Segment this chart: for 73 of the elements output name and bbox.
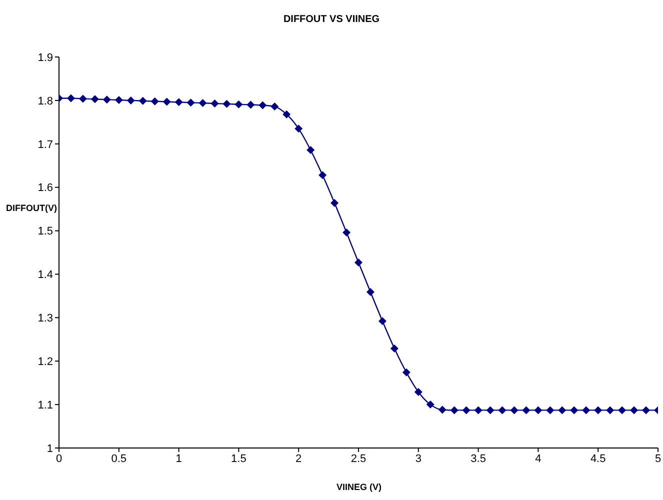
x-tick-label: 4.5 <box>590 452 606 465</box>
y-tick-label: 1 <box>46 442 53 455</box>
point <box>174 98 183 106</box>
point <box>618 406 626 414</box>
x-tick-label: 4 <box>535 452 542 465</box>
point <box>186 98 195 107</box>
point <box>222 100 231 108</box>
point <box>138 96 147 105</box>
point <box>498 406 506 414</box>
x-tick-label: 3 <box>415 452 422 465</box>
point <box>114 96 123 104</box>
x-tick-label: 5 <box>654 452 662 465</box>
y-tick-label: 1.8 <box>38 95 53 108</box>
point <box>426 400 434 409</box>
x-tick-label: 3.5 <box>470 452 486 465</box>
point <box>642 406 650 414</box>
point <box>582 406 590 414</box>
y-tick-label: 1.4 <box>38 269 53 282</box>
point <box>342 228 351 237</box>
point <box>258 101 267 110</box>
chart-title: DIFFOUT VS VIINEG <box>282 14 381 25</box>
y-tick-label: 1.5 <box>38 226 53 238</box>
point <box>594 406 602 414</box>
point <box>414 388 422 396</box>
point <box>282 110 291 118</box>
point <box>570 406 578 414</box>
x-tick-label: 1 <box>176 452 182 465</box>
point <box>90 95 99 104</box>
x-tick-label: 2.5 <box>350 452 366 465</box>
point <box>150 97 159 106</box>
point <box>246 100 255 109</box>
point <box>330 198 339 207</box>
y-tick-label: 1.3 <box>38 312 53 325</box>
point <box>102 96 111 104</box>
x-tick-label: 2 <box>296 452 302 465</box>
y-tick-label: 1.9 <box>38 52 53 64</box>
point <box>390 344 398 353</box>
point <box>270 102 279 111</box>
point <box>630 406 638 414</box>
y-axis-title: DIFFOUT(V) <box>6 203 57 213</box>
point <box>546 406 554 414</box>
point <box>606 406 614 414</box>
point <box>234 100 243 108</box>
point <box>402 368 410 376</box>
y-tick-label: 1.2 <box>38 356 53 368</box>
point <box>438 406 446 414</box>
point <box>294 124 303 133</box>
point <box>198 99 207 108</box>
point <box>306 146 315 154</box>
y-tick-label: 1.1 <box>38 399 53 412</box>
point <box>510 406 518 414</box>
x-tick-label: 1.5 <box>231 452 246 465</box>
x-tick-label: 0.5 <box>111 452 127 465</box>
point <box>66 94 75 102</box>
point <box>162 98 171 106</box>
y-tick-label: 1.6 <box>38 182 53 194</box>
x-axis-title: VIINEG (V) <box>335 482 382 492</box>
y-tick-label: 1.7 <box>38 138 53 151</box>
point <box>354 258 362 266</box>
point <box>462 406 470 414</box>
point <box>558 406 566 414</box>
point <box>126 96 135 104</box>
point <box>378 317 386 326</box>
point <box>78 94 87 103</box>
point <box>366 288 374 296</box>
point <box>210 99 219 108</box>
x-tick-label: 0 <box>56 452 62 465</box>
point <box>318 171 327 180</box>
point <box>450 406 458 414</box>
point <box>474 406 482 414</box>
point <box>486 406 494 414</box>
point <box>522 406 530 414</box>
point <box>534 406 542 414</box>
